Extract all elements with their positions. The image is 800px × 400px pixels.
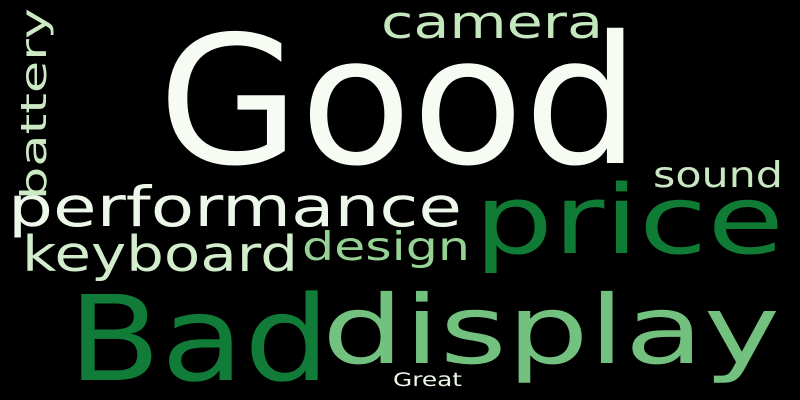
word-performance: performance bbox=[8, 175, 462, 239]
word-keyboard: keyboard bbox=[22, 226, 298, 283]
word-price: price bbox=[474, 166, 784, 276]
word-battery: battery bbox=[14, 8, 55, 200]
word-display: display bbox=[322, 276, 780, 386]
word-sound: sound bbox=[653, 155, 783, 196]
word-good: Good bbox=[158, 0, 640, 205]
word-camera: camera bbox=[381, 0, 603, 49]
word-design: design bbox=[302, 225, 470, 270]
word-great: Great bbox=[393, 369, 462, 391]
word-bad: Bad bbox=[68, 270, 330, 400]
